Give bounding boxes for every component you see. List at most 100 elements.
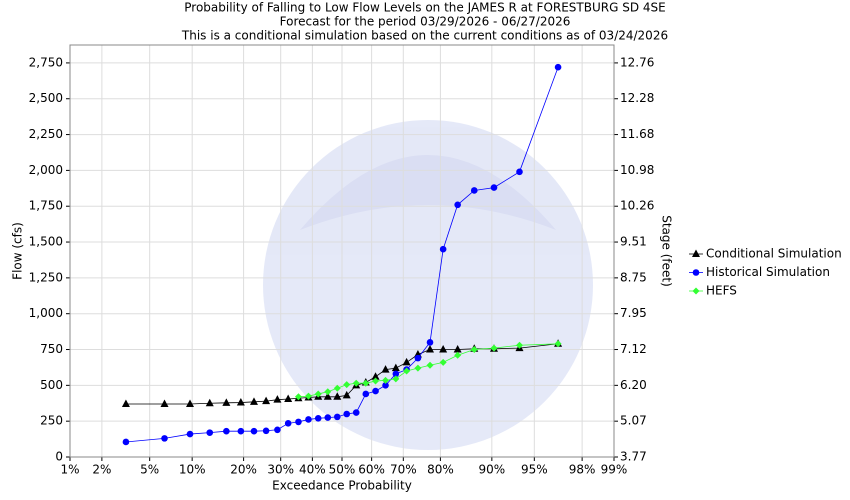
data-point xyxy=(273,395,282,403)
data-point xyxy=(237,427,245,435)
data-point xyxy=(161,435,168,442)
y-tick-label: 1,750 xyxy=(29,199,63,213)
data-point xyxy=(470,187,478,194)
plot-frame xyxy=(69,44,615,458)
y-tick-label: 0 xyxy=(55,450,63,464)
data-point xyxy=(454,201,461,209)
y2-tick-label: 7.12 xyxy=(620,342,647,356)
y2-tick-label: 3.77 xyxy=(620,450,647,464)
y2-tick-label: 10.98 xyxy=(620,163,654,177)
data-point xyxy=(454,351,462,359)
x-tick-label: 30% xyxy=(267,463,294,477)
legend-label: Historical Simulation xyxy=(706,265,830,279)
y-tick-label: 1,250 xyxy=(29,270,63,284)
data-point xyxy=(392,375,400,383)
data-point xyxy=(262,427,270,435)
data-point xyxy=(236,398,245,406)
data-point xyxy=(426,345,435,353)
data-point xyxy=(122,438,130,446)
chart-title: Probability of Falling to Low Flow Level… xyxy=(184,1,665,15)
data-point xyxy=(362,379,370,387)
y-tick-label: 1,000 xyxy=(29,306,63,320)
data-point xyxy=(160,399,169,407)
x-tick-label: 98% xyxy=(569,463,596,477)
y-tick-label: 500 xyxy=(40,378,63,392)
data-point xyxy=(439,245,447,253)
y-axis-label: Flow (cfs) xyxy=(11,222,25,280)
data-point xyxy=(554,63,562,71)
data-point xyxy=(554,340,562,348)
x-axis-label: Exceedance Probability xyxy=(272,479,412,493)
data-point xyxy=(186,430,194,438)
y2-tick-label: 11.68 xyxy=(620,127,654,141)
data-point xyxy=(342,390,351,399)
data-point xyxy=(426,339,434,346)
y-tick-label: 2,750 xyxy=(29,55,63,69)
x-tick-label: 10% xyxy=(179,463,206,477)
data-point xyxy=(381,365,390,373)
x-tick-label: 50% xyxy=(329,463,356,477)
y-tick-label: 2,000 xyxy=(29,163,63,177)
x-tick-label: 70% xyxy=(390,463,417,477)
data-point xyxy=(403,367,411,375)
y-tick-label: 750 xyxy=(40,342,63,356)
data-point xyxy=(402,357,411,366)
legend-marker xyxy=(692,249,700,257)
y-tick-label: 2,250 xyxy=(29,127,63,141)
x-tick-label: 99% xyxy=(601,463,628,477)
y2-axis-label: Stage (feet) xyxy=(660,215,674,287)
data-point xyxy=(274,426,281,434)
y2-tick-label: 8.75 xyxy=(620,270,647,284)
data-point xyxy=(490,184,498,191)
data-point xyxy=(314,415,322,422)
data-point xyxy=(439,345,448,353)
data-point xyxy=(324,414,332,421)
y2-tick-label: 10.26 xyxy=(620,199,654,213)
data-point xyxy=(414,364,422,372)
data-point xyxy=(453,345,462,353)
x-tick-label: 80% xyxy=(427,463,454,477)
data-point xyxy=(470,346,478,354)
data-point xyxy=(222,398,231,406)
x-tick-label: 40% xyxy=(299,463,326,477)
x-tick-label: 60% xyxy=(358,463,385,477)
data-point xyxy=(372,387,379,395)
data-point xyxy=(343,410,351,418)
data-point xyxy=(414,354,422,362)
x-tick-label: 2% xyxy=(92,463,111,477)
data-point xyxy=(372,377,380,385)
y-tick-label: 250 xyxy=(40,414,63,428)
data-point xyxy=(362,390,370,398)
data-point xyxy=(262,396,271,405)
data-point xyxy=(305,416,312,423)
x-tick-label: 95% xyxy=(521,463,548,477)
legend-label: HEFS xyxy=(706,284,737,298)
data-point xyxy=(392,370,400,378)
y2-tick-label: 12.76 xyxy=(620,55,654,69)
data-point xyxy=(249,397,258,405)
data-point xyxy=(295,418,302,426)
x-tick-label: 1% xyxy=(60,463,79,477)
data-point xyxy=(426,361,434,369)
data-point xyxy=(284,420,292,427)
data-point xyxy=(223,427,230,435)
y2-tick-label: 5.07 xyxy=(620,414,647,428)
data-point xyxy=(333,392,342,400)
data-point xyxy=(371,372,380,380)
legend-label: Conditional Simulation xyxy=(706,247,842,261)
data-point xyxy=(324,388,332,396)
y2-tick-label: 7.95 xyxy=(620,306,647,320)
data-point xyxy=(314,390,322,398)
data-point xyxy=(333,384,341,392)
y2-tick-label: 9.51 xyxy=(620,235,647,249)
data-point xyxy=(439,358,447,366)
x-tick-label: 20% xyxy=(230,463,257,477)
data-point xyxy=(343,381,351,389)
data-point xyxy=(490,344,498,352)
data-point xyxy=(186,399,195,407)
data-point xyxy=(294,393,302,401)
data-point xyxy=(304,392,312,400)
data-point xyxy=(352,379,360,387)
data-point xyxy=(206,429,214,436)
